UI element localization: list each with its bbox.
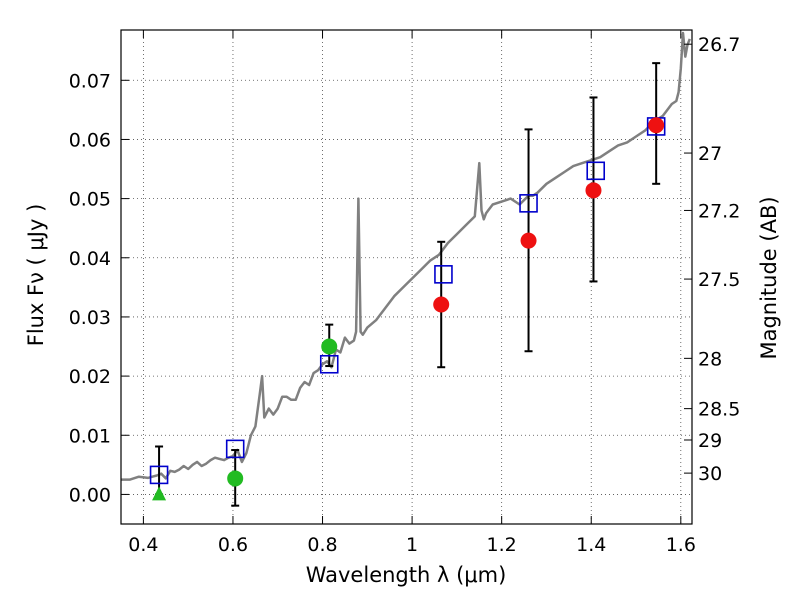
plot-border — [120, 29, 693, 525]
y-axis-title: Flux Fν ( μJy ) — [24, 204, 48, 347]
sed-line — [121, 31, 691, 481]
x-tick-label: 1.2 — [487, 534, 517, 556]
y-tick-label: 0.03 — [69, 307, 111, 329]
x-tick-label: 1 — [406, 534, 418, 556]
model-square — [149, 465, 169, 485]
tick-labels: 0.4 0.6 0.8 1 1.2 1.4 1.6 0.00 0.01 0.02 0.03 0.04 0… — [69, 34, 741, 556]
right-tick-label: 27.2 — [698, 200, 740, 222]
y-tick-label: 0.01 — [69, 425, 111, 447]
x-tick-label: 1.6 — [666, 534, 696, 556]
x-tick-label: 0.6 — [218, 534, 248, 556]
right-tick-label: 26.7 — [698, 34, 740, 56]
y-tick-label: 0.06 — [69, 129, 111, 151]
right-axis-title: Magnitude (AB) — [757, 196, 781, 359]
x-tick-label: 0.4 — [128, 534, 158, 556]
model-square — [319, 354, 339, 374]
model-square — [519, 194, 538, 213]
x-axis-title: Wavelength λ (μm) — [306, 563, 507, 587]
model-square — [434, 265, 453, 284]
x-tick-label: 0.8 — [307, 534, 337, 556]
y-tick-label: 0.05 — [69, 189, 111, 211]
detection-point — [520, 232, 537, 249]
model-square — [586, 161, 606, 181]
right-tick-label: 28 — [698, 348, 722, 370]
optical-point — [321, 338, 338, 355]
y-tick-label: 0.04 — [69, 248, 111, 270]
detection-point — [433, 296, 450, 313]
right-tick-label: 29 — [698, 430, 722, 452]
y-tick-label: 0.02 — [69, 366, 111, 388]
data-markers — [149, 117, 666, 501]
upper-limit-triangle — [152, 486, 167, 501]
detection-point — [585, 182, 602, 199]
right-tick-label: 30 — [698, 463, 722, 485]
x-tick-label: 1.4 — [576, 534, 606, 556]
grid — [121, 30, 692, 524]
optical-point — [227, 470, 244, 487]
model-square — [225, 439, 245, 459]
right-tick-label: 27.5 — [698, 269, 740, 291]
detection-point — [648, 117, 665, 134]
plot-frame — [120, 29, 693, 525]
y-tick-label: 0.00 — [69, 484, 111, 506]
sed-series — [121, 31, 691, 481]
right-tick-label: 27 — [698, 143, 722, 165]
right-tick-label: 28.5 — [698, 399, 740, 421]
y-tick-label: 0.07 — [69, 70, 111, 92]
